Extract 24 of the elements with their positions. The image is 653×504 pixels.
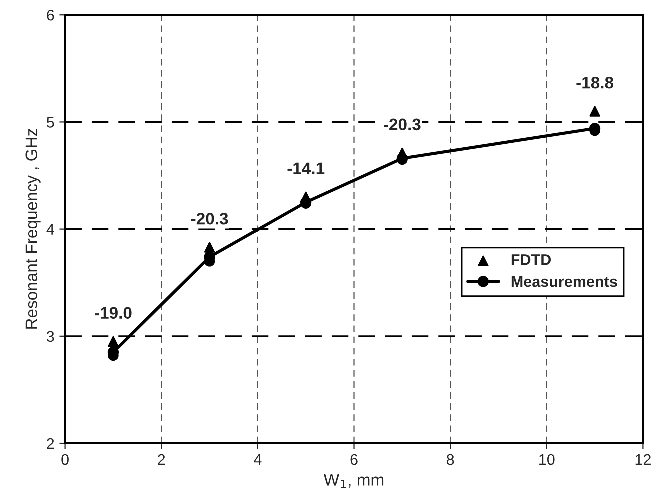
x-tick-label: 6 [350, 454, 358, 466]
x-axis-title: W$_{1}$, mm [324, 474, 384, 489]
annotation: -18.8 [576, 76, 614, 89]
annotation: -19.0 [95, 307, 132, 320]
y-axis-title: Resonant Frequency , GHz [26, 129, 41, 329]
annotation: -20.3 [191, 212, 228, 225]
x-tick-label: 12 [636, 454, 651, 466]
annotation: -14.1 [288, 162, 325, 174]
legend-label: Measurements [512, 276, 618, 288]
x-tick-label: 10 [540, 454, 555, 466]
x-tick-label: 4 [254, 454, 262, 466]
point [590, 106, 600, 117]
x-tick-label: 8 [446, 454, 454, 466]
point [108, 336, 119, 348]
x-tick-label: 0 [62, 454, 69, 466]
point [204, 242, 216, 253]
x-tick-label: 2 [158, 454, 166, 466]
y-tick-label: 6 [47, 10, 54, 21]
y-tick-label: 2 [47, 438, 54, 450]
y-tick-label: 4 [46, 224, 54, 235]
annotation: -20.3 [384, 118, 421, 131]
y-tick-label: 3 [46, 331, 54, 342]
y-tick-label: 5 [47, 117, 54, 128]
legend-label: FDTD [512, 254, 552, 266]
